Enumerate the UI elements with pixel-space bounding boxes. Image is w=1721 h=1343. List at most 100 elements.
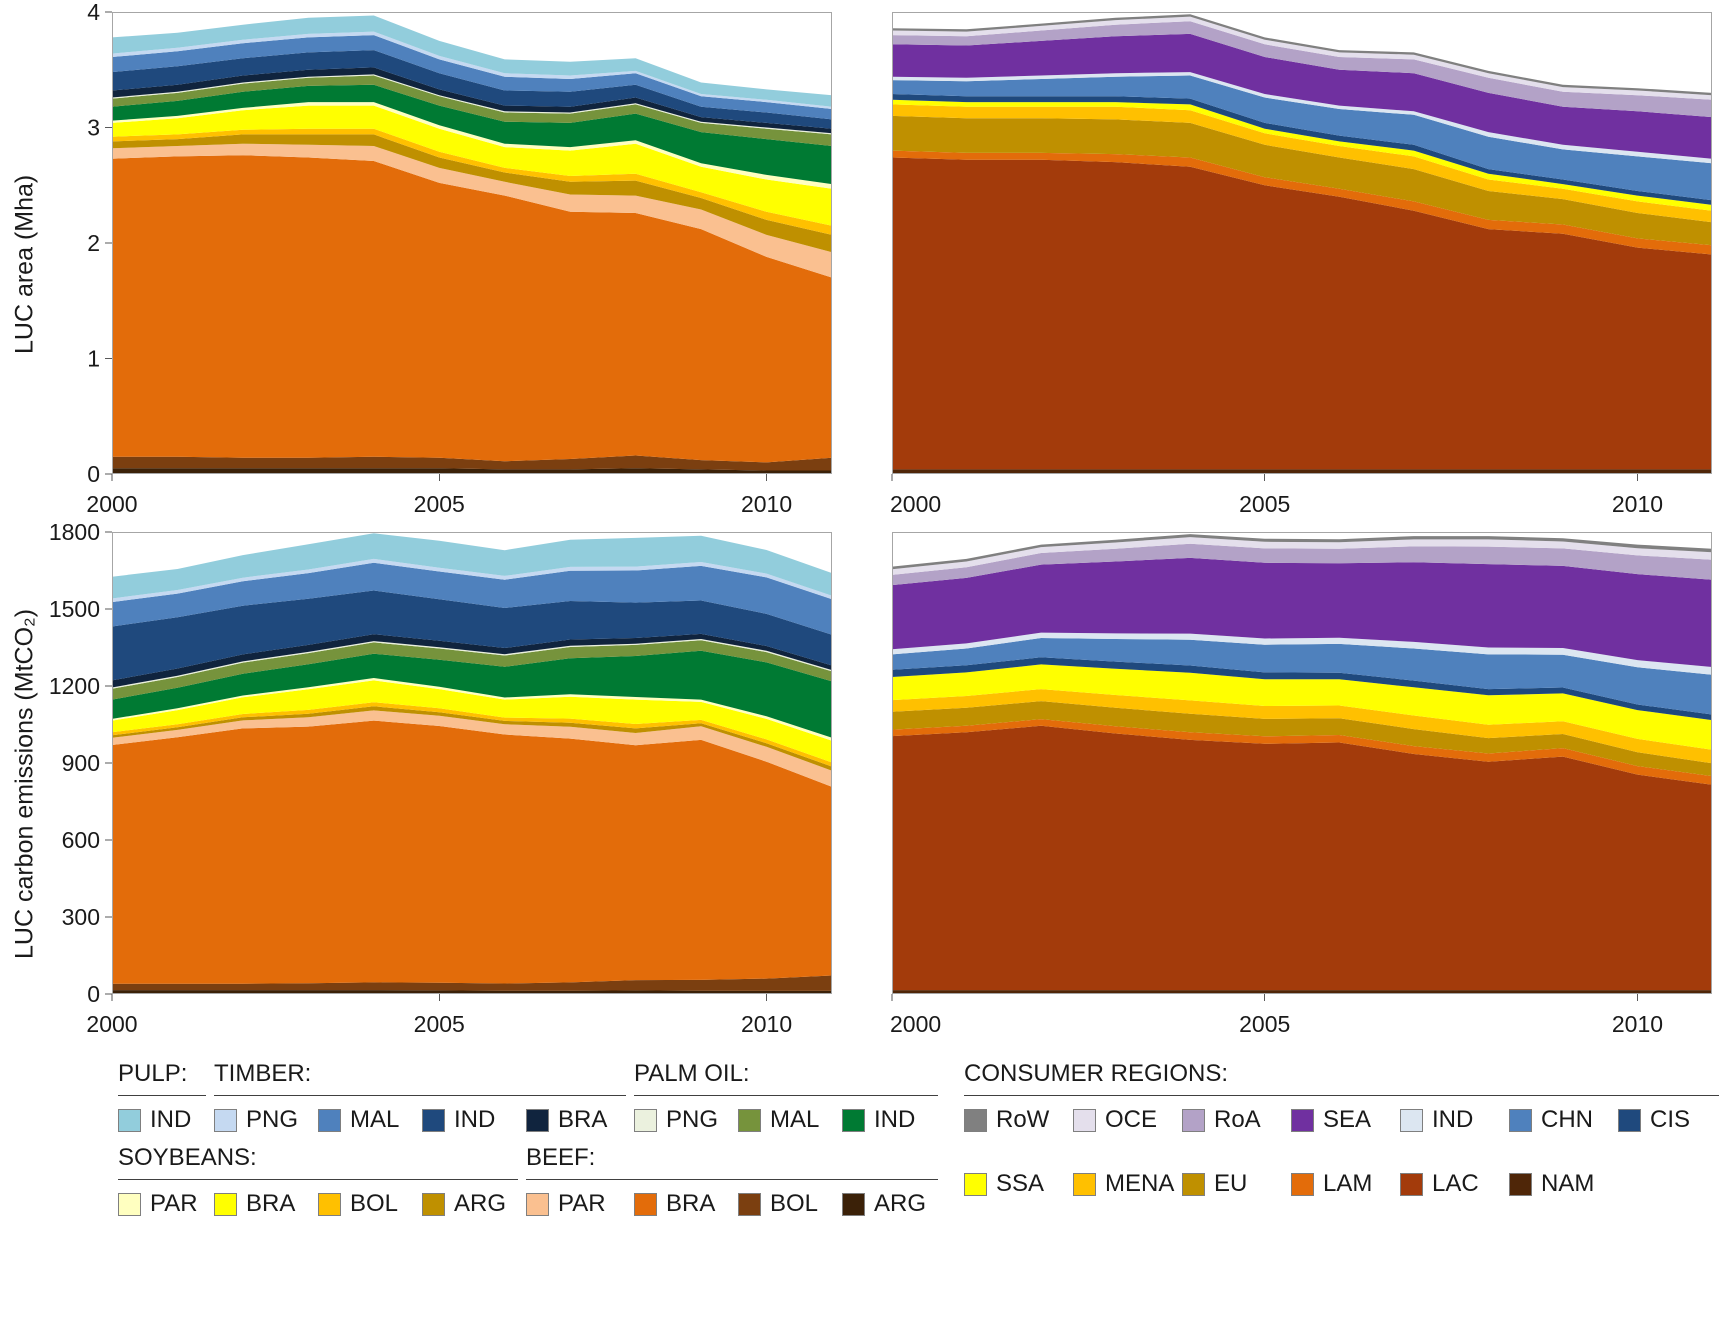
legend-item-label: EU (1214, 1170, 1248, 1197)
series-palm-oil-png (112, 74, 832, 135)
legend-swatch (738, 1108, 761, 1132)
chart-luc-area-producers: 0 1 2 3 4 2000 2005 2010 (86, 4, 832, 517)
legend-swatch (214, 1192, 237, 1216)
series-row (892, 14, 1712, 96)
chart-luc-area-consumers: 2000 2005 2010 (890, 12, 1712, 517)
legend-swatch (422, 1192, 445, 1216)
series-sea (892, 557, 1712, 667)
figure: LUC area (Mha) 0 1 2 3 4 2000 2005 2010 2000 200… (0, 4, 1721, 1218)
legend-item-label: ARG (454, 1190, 507, 1217)
legend-item-cis: CIS (1618, 1106, 1719, 1134)
series-mena (892, 104, 1712, 223)
legend-item-png: PNG (214, 1106, 310, 1134)
legend-swatch (1182, 1172, 1205, 1196)
legend-swatch (526, 1108, 549, 1132)
x-tick-label: 2010 (1612, 491, 1663, 517)
legend-item-label: IND (874, 1106, 916, 1133)
legend-item-bra: BRA (634, 1190, 730, 1218)
series-timber-ind (112, 50, 832, 129)
legend-item-label: BOL (350, 1190, 399, 1217)
legend-swatch (1291, 1108, 1314, 1132)
legend-item-ind: IND (842, 1106, 938, 1134)
legend-swatch (318, 1192, 341, 1216)
series-chn (892, 75, 1712, 201)
legend-swatch (1291, 1172, 1314, 1196)
y-axis-title-area: LUC area (Mha) (10, 174, 39, 354)
legend-group-title: CONSUMER REGIONS: (964, 1060, 1719, 1096)
y-tick-label: 300 (62, 904, 100, 930)
y-tick-label: 900 (62, 750, 100, 776)
legend-item-sea: SEA (1291, 1106, 1392, 1134)
legend-item-label: MAL (350, 1106, 400, 1133)
legend-item-mal: MAL (318, 1106, 414, 1134)
legend-item-oce: OCE (1073, 1106, 1174, 1134)
legend-item-mal: MAL (738, 1106, 834, 1134)
legend-swatch (1400, 1172, 1423, 1196)
legend-item-label: CIS (1650, 1106, 1691, 1133)
legend-item-bra: BRA (526, 1106, 626, 1134)
series-lac (892, 157, 1712, 470)
legend-swatch (422, 1108, 445, 1132)
legend-swatch (526, 1192, 549, 1216)
series-sea (892, 33, 1712, 159)
legend-swatch (1073, 1108, 1096, 1132)
legend-item-arg: ARG (842, 1190, 938, 1218)
legend-item-label: IND (150, 1106, 192, 1133)
legend-area: PULP: TIMBER: PALM OIL: IND PNG MAL IND BRA PNG M… (0, 1060, 1721, 1218)
legend-item-label: BRA (558, 1106, 608, 1133)
legend-item-label: LAC (1432, 1170, 1479, 1197)
x-tick-label: 2005 (414, 491, 465, 517)
series-beef-arg (112, 468, 832, 474)
series-beef-bra (112, 155, 832, 463)
series-timber-mal (112, 562, 832, 635)
series-eu (892, 701, 1712, 777)
legend-item-nam: NAM (1509, 1170, 1610, 1198)
legend-item-par: PAR (118, 1190, 206, 1218)
series-soybeans-bra (112, 680, 832, 763)
chart-luc-emissions-consumers: 2000 2005 2010 (890, 532, 1712, 1037)
legend-item-label: MENA (1105, 1170, 1175, 1197)
legend-item-label: BRA (246, 1190, 296, 1217)
y-tick-label: 3 (87, 115, 100, 141)
legend-item-label: PNG (666, 1106, 719, 1133)
legend-group-title: BEEF: (526, 1144, 938, 1180)
legend-swatch (118, 1108, 141, 1132)
series-palm-oil-mal (112, 75, 832, 146)
y-tick-label: 0 (87, 981, 100, 1007)
series-palm-oil-ind (112, 650, 832, 738)
series-ssa (892, 99, 1712, 211)
legend-item-bol: BOL (738, 1190, 834, 1218)
y-tick-label: 1200 (50, 673, 100, 699)
series-cis (892, 657, 1712, 721)
series-mena (892, 689, 1712, 764)
legend-swatch (842, 1192, 865, 1216)
x-tick-label: 2010 (741, 1011, 792, 1037)
series-ind (892, 72, 1712, 164)
legend-swatch (1182, 1108, 1205, 1132)
legend-item-arg: ARG (422, 1190, 518, 1218)
series-roa (892, 543, 1712, 586)
area-charts-row: LUC area (Mha) 0 1 2 3 4 2000 2005 2010 2000 200… (0, 4, 1721, 524)
series-soybeans-arg (112, 706, 832, 771)
series-timber-mal (112, 35, 832, 120)
series-cis (892, 94, 1712, 205)
series-timber-ind (112, 590, 832, 681)
legend-swatch (964, 1172, 987, 1196)
series-timber-bra (112, 67, 832, 134)
legend-item-label: IND (454, 1106, 496, 1133)
legend-item-roa: RoA (1182, 1106, 1283, 1134)
legend-swatch (214, 1108, 237, 1132)
series-ssa (892, 664, 1712, 750)
legend-swatch (634, 1192, 657, 1216)
series-lac (892, 725, 1712, 991)
series-beef-bol (112, 455, 832, 471)
x-tick-label: 2000 (86, 1011, 137, 1037)
legend-item-label: OCE (1105, 1106, 1158, 1133)
legend-item-label: PAR (150, 1190, 198, 1217)
series-chn (892, 638, 1712, 715)
series-timber-png (112, 31, 832, 110)
legend-item-label: SEA (1323, 1106, 1372, 1133)
legend-group-title: SOYBEANS: (118, 1144, 518, 1180)
legend-swatch (964, 1108, 987, 1132)
x-tick-label: 2010 (741, 491, 792, 517)
